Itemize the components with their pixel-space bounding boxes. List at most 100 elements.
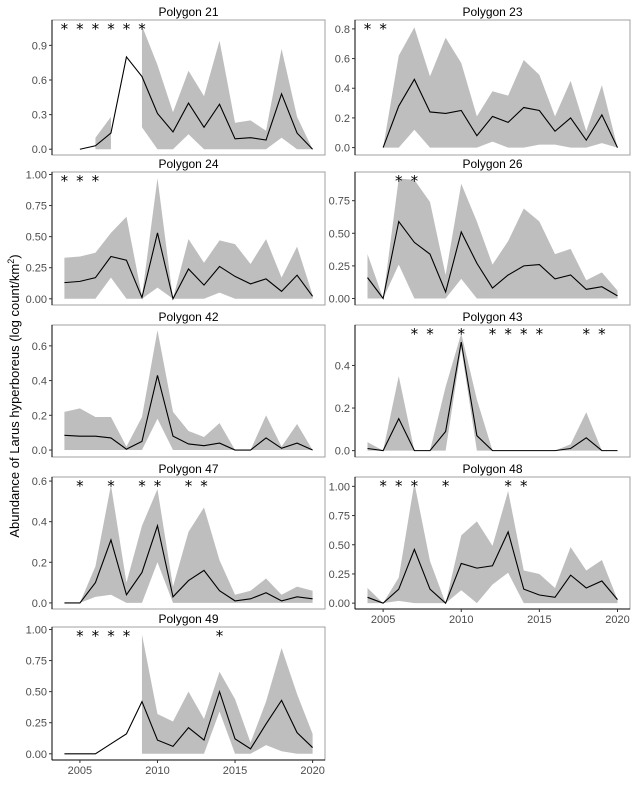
y-tick-label: 0.6: [335, 54, 350, 66]
panel-title: Polygon 48: [462, 462, 522, 476]
x-tick-label: 2005: [371, 614, 395, 626]
panel-title: Polygon 21: [158, 5, 218, 19]
panel-title: Polygon 23: [462, 5, 522, 19]
significance-star: *: [154, 477, 162, 495]
significance-star: *: [216, 627, 224, 645]
y-tick-label: 0.75: [329, 511, 350, 523]
significance-star: *: [442, 477, 450, 495]
significance-star: *: [76, 20, 84, 38]
y-tick-label: 0.50: [26, 687, 47, 699]
y-tick-label: 1.00: [26, 169, 47, 181]
y-tick-label: 0.75: [329, 196, 350, 208]
y-tick-label: 0.50: [329, 228, 350, 240]
significance-star: *: [411, 325, 419, 343]
y-tick-label: 0.50: [329, 540, 350, 552]
significance-star: *: [520, 477, 528, 495]
confidence-ribbon: [79, 485, 313, 603]
y-tick-label: 0.0: [335, 143, 350, 155]
confidence-ribbon: [367, 333, 618, 451]
panel-title: Polygon 42: [158, 310, 218, 324]
y-tick-label: 0.0: [335, 446, 350, 458]
significance-star: *: [411, 172, 419, 190]
significance-star: *: [504, 325, 512, 343]
panel-polygon-47: Polygon 47* * * * * *0.00.20.40.6: [32, 462, 326, 610]
y-tick-label: 0.4: [335, 360, 350, 372]
y-tick-label: 0.25: [26, 718, 47, 730]
mean-line: [367, 341, 618, 452]
panel-title: Polygon 24: [158, 157, 218, 171]
y-tick-label: 0.9: [32, 40, 47, 52]
mean-line: [367, 220, 618, 300]
significance-star: *: [123, 627, 131, 645]
mean-line: [64, 523, 313, 604]
y-axis-label-superscript: 2: [5, 258, 16, 264]
significance-star: *: [411, 477, 419, 495]
significance-star: *: [76, 477, 84, 495]
y-tick-label: 0.25: [329, 261, 350, 273]
x-tick-label: 2010: [145, 765, 169, 777]
significance-star: *: [489, 325, 497, 343]
y-tick-label: 0.75: [26, 201, 47, 213]
significance-star: *: [138, 20, 146, 38]
significance-star: *: [76, 172, 84, 190]
significance-star: *: [76, 627, 84, 645]
significance-star: *: [598, 325, 606, 343]
mean-line: [64, 232, 314, 301]
y-tick-label: 0.00: [329, 293, 350, 305]
y-tick-label: 0.2: [32, 410, 47, 422]
y-axis-label: Abundance of Larus hyperboreus (log coun…: [6, 254, 22, 537]
y-tick-label: 0.4: [32, 376, 47, 388]
confidence-ribbon: [64, 178, 313, 299]
y-tick-label: 0.00: [26, 749, 47, 761]
mean-line: [382, 78, 618, 148]
panel-polygon-48: Polygon 48* * * * * *0.000.250.500.751.002005…: [329, 462, 631, 626]
panel-polygon-23: Polygon 23 * * 0.0 0.2 0.4 0.6 0.8: [335, 5, 631, 156]
significance-star: *: [200, 477, 208, 495]
y-tick-label: 0.2: [335, 113, 350, 125]
x-tick-label: 2010: [449, 614, 473, 626]
significance-star: *: [123, 20, 131, 38]
y-tick-label: 0.4: [335, 83, 350, 95]
y-tick-label: 0.75: [26, 656, 47, 668]
x-tick-label: 2015: [223, 765, 247, 777]
y-tick-label: 0.2: [335, 403, 350, 415]
panel-polygon-42: Polygon 42 0.0 0.2 0.4 0.6: [32, 310, 326, 458]
significance-star: *: [364, 20, 372, 38]
significance-star: *: [107, 477, 115, 495]
y-tick-label: 0.00: [26, 294, 47, 306]
y-tick-label: 0.6: [32, 341, 47, 353]
confidence-ribbon: [383, 27, 618, 148]
significance-star: *: [583, 325, 591, 343]
panel-title: Polygon 26: [462, 157, 522, 171]
significance-star: *: [520, 325, 528, 343]
significance-star: *: [92, 627, 100, 645]
confidence-ribbon: [141, 634, 313, 754]
significance-star: *: [379, 20, 387, 38]
significance-star: *: [458, 325, 466, 343]
significance-star: *: [61, 172, 69, 190]
panel-title: Polygon 49: [158, 612, 218, 626]
y-tick-label: 0.50: [26, 232, 47, 244]
mean-line: [367, 530, 618, 605]
significance-star: *: [395, 172, 403, 190]
y-tick-label: 0.25: [329, 569, 350, 581]
significance-star: *: [395, 477, 403, 495]
y-tick-label: 0.0: [32, 445, 47, 457]
panel-title: Polygon 43: [462, 310, 522, 324]
y-axis-label-end: ): [7, 254, 23, 259]
significance-star: *: [92, 172, 100, 190]
significance-star: *: [107, 20, 115, 38]
panel-polygon-24: Polygon 24 * * * 0.00 0.25 0.50 0.75 1.00: [26, 157, 326, 306]
y-tick-label: 1.00: [329, 481, 350, 493]
mean-line: [79, 55, 313, 150]
y-tick-label: 0.4: [32, 517, 47, 529]
confidence-ribbon: [95, 116, 111, 150]
significance-star: *: [504, 477, 512, 495]
y-axis-label-text: Abundance of Larus hyperboreus (log coun…: [7, 263, 23, 538]
panel-polygon-43: Polygon 43* * * * * * * * *0.00.20.4: [335, 310, 631, 458]
mean-line: [64, 689, 313, 755]
x-tick-label: 2020: [605, 614, 629, 626]
y-tick-label: 0.25: [26, 263, 47, 275]
